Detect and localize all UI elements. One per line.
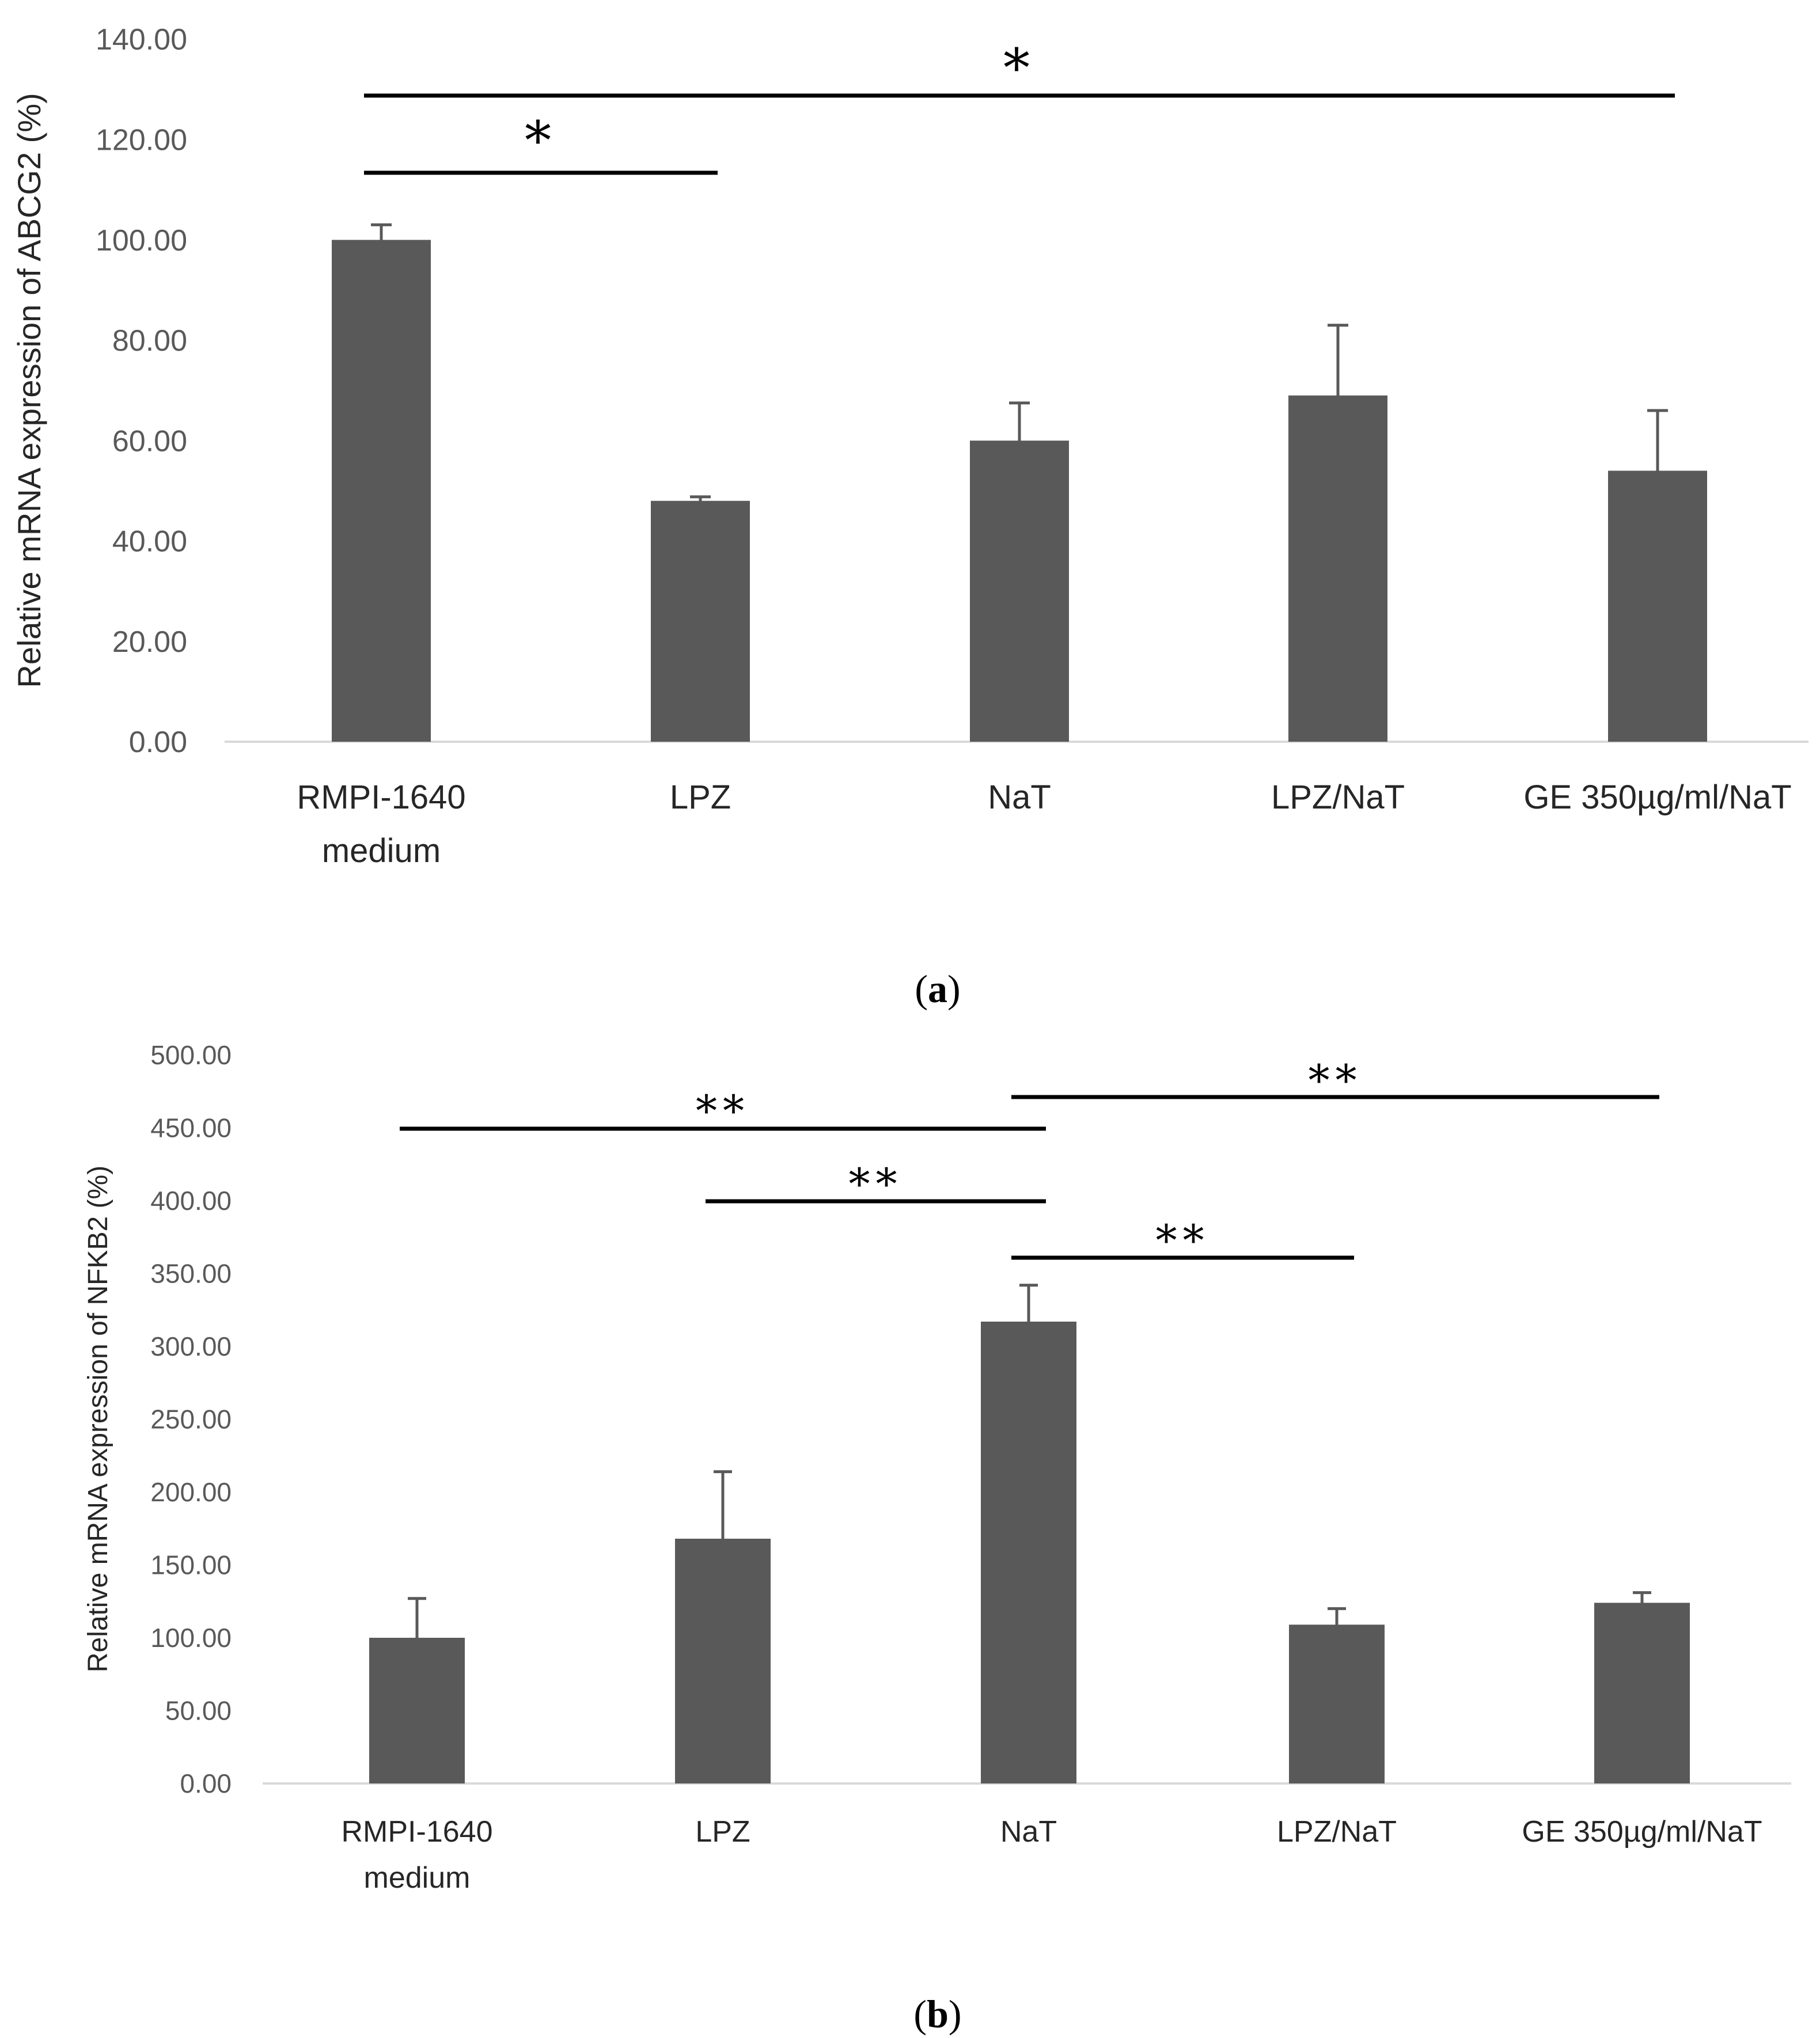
y-tick-label: 300.00	[150, 1331, 232, 1361]
category-label: LPZ/NaT	[1277, 1815, 1397, 1849]
bar	[651, 500, 750, 742]
bar	[332, 240, 431, 742]
y-axis-label: Relative mRNA expression of NFKB2 (%)	[83, 1166, 113, 1672]
significance-stars: **	[1156, 1216, 1210, 1266]
category-label: LPZ	[670, 779, 731, 816]
significance-stars: **	[696, 1087, 750, 1136]
y-tick-label: 400.00	[150, 1186, 232, 1216]
panel-label: (a)	[915, 967, 960, 1011]
panel-letter: b	[927, 1992, 949, 2036]
category-label: GE 350µg/ml/NaT	[1522, 1815, 1762, 1849]
significance-stars: **	[849, 1160, 903, 1209]
category-label: RMPI-1640	[342, 1815, 493, 1849]
y-tick-label: 150.00	[150, 1550, 232, 1580]
y-axis-label: Relative mRNA expression of ABCG2 (%)	[11, 93, 47, 688]
bar	[970, 441, 1069, 742]
y-tick-label: 140.00	[96, 23, 187, 56]
significance-stars: *	[1003, 37, 1036, 99]
category-label: LPZ	[695, 1815, 750, 1849]
category-label: NaT	[1000, 1815, 1057, 1849]
category-label: medium	[322, 832, 441, 870]
chart-abcg2: 0.00 20.00 40.00 60.00 80.00 100.00 120.00 140.…	[11, 23, 1808, 1011]
y-tick-label: 0.00	[129, 726, 187, 759]
y-tick-label: 100.00	[96, 224, 187, 257]
y-tick-label: 500.00	[150, 1040, 232, 1070]
y-tick-label: 350.00	[150, 1259, 232, 1289]
panel-letter: a	[928, 967, 947, 1011]
y-tick-label: 0.00	[180, 1768, 232, 1798]
y-tick-label: 120.00	[96, 123, 187, 157]
category-label: LPZ/NaT	[1271, 779, 1405, 816]
y-tick-label: 250.00	[150, 1405, 232, 1434]
y-tick-label: 200.00	[150, 1477, 232, 1507]
y-tick-label: 450.00	[150, 1113, 232, 1143]
y-tick-label: 50.00	[165, 1696, 232, 1726]
bar	[1594, 1603, 1690, 1783]
category-label: NaT	[988, 779, 1051, 816]
bar	[981, 1321, 1076, 1783]
y-tick-label: 100.00	[150, 1623, 232, 1653]
y-tick-label: 60.00	[112, 424, 187, 458]
category-label: RMPI-1640	[297, 779, 465, 816]
y-tick-label: 40.00	[112, 525, 187, 559]
y-tick-label: 20.00	[112, 625, 187, 659]
y-tick-label: 80.00	[112, 324, 187, 358]
plot-area: 0.00 20.00 40.00 60.00 80.00 100.00 120.00 140.…	[96, 23, 1808, 870]
category-label: medium	[364, 1861, 471, 1895]
category-label: GE 350µg/ml/NaT	[1523, 779, 1791, 816]
significance-stars: *	[525, 110, 557, 172]
significance-stars: **	[1309, 1056, 1363, 1106]
bar	[1289, 1625, 1385, 1783]
panel-label: (b)	[913, 1992, 961, 2036]
plot-area: 0.00 50.00 100.00 150.00 200.00 250.00 300.00 3…	[150, 1040, 1791, 1895]
